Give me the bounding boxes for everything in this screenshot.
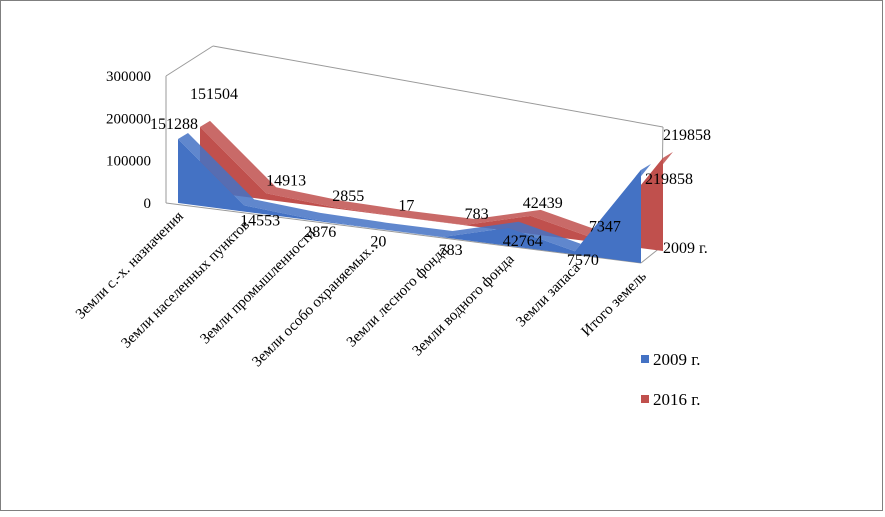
series-2016-ribbon [200,120,673,240]
data-label-2016: 151504 [190,86,238,103]
data-label-2009: 2876 [304,224,336,241]
y-tick-label: 300000 [106,69,151,85]
data-label-2016: 14913 [266,172,306,189]
category-label: Земли запаса [513,260,584,331]
data-labels-back: 151504 14913 2855 17 783 42439 7347 219858 [190,86,711,235]
left-depth-edge [165,45,214,77]
category-label: Земли населенных пунктов [118,217,253,352]
y-tick-label: 200000 [106,111,151,127]
depth-axis-label: 2009 г. [663,240,708,257]
series-area-front [178,132,651,263]
data-label-2009: 20 [370,234,386,251]
category-label: Итого земель [579,268,650,339]
data-label-2016: 219858 [663,127,711,144]
data-label-2016: 7347 [589,218,621,235]
legend-swatch [641,395,649,403]
data-label-2016: 42439 [523,195,563,212]
data-label-2016: 17 [398,198,414,215]
y-tick-label: 100000 [106,154,151,170]
y-axis-ticks: 0 100000 200000 300000 [106,69,151,212]
depth-axis-label-group: 2009 г. [663,240,708,257]
legend-label: 2009 г. [653,350,701,369]
data-label-2009: 219858 [645,171,693,188]
legend-label: 2016 г. [653,390,701,409]
back-top-edge [212,45,664,128]
data-label-2009: 151288 [150,116,198,133]
data-labels-front: 151288 14553 2876 20 783 42764 7570 219858 [150,116,693,269]
category-label: Земли особо охраняемых… [249,234,385,370]
data-label-2009: 42764 [503,233,543,250]
series-2009-ribbon [178,132,651,252]
data-label-2009: 14553 [240,212,280,229]
data-label-2009: 7570 [567,252,599,269]
front-floor-edge [165,202,642,264]
data-label-2009: 783 [439,242,463,259]
data-label-2016: 783 [465,206,489,223]
y-tick-label: 0 [144,196,152,212]
data-label-2016: 2855 [332,188,364,205]
series-2009-area [178,138,641,263]
legend-swatch [641,355,649,363]
legend: 2009 г. 2016 г. [641,350,701,409]
